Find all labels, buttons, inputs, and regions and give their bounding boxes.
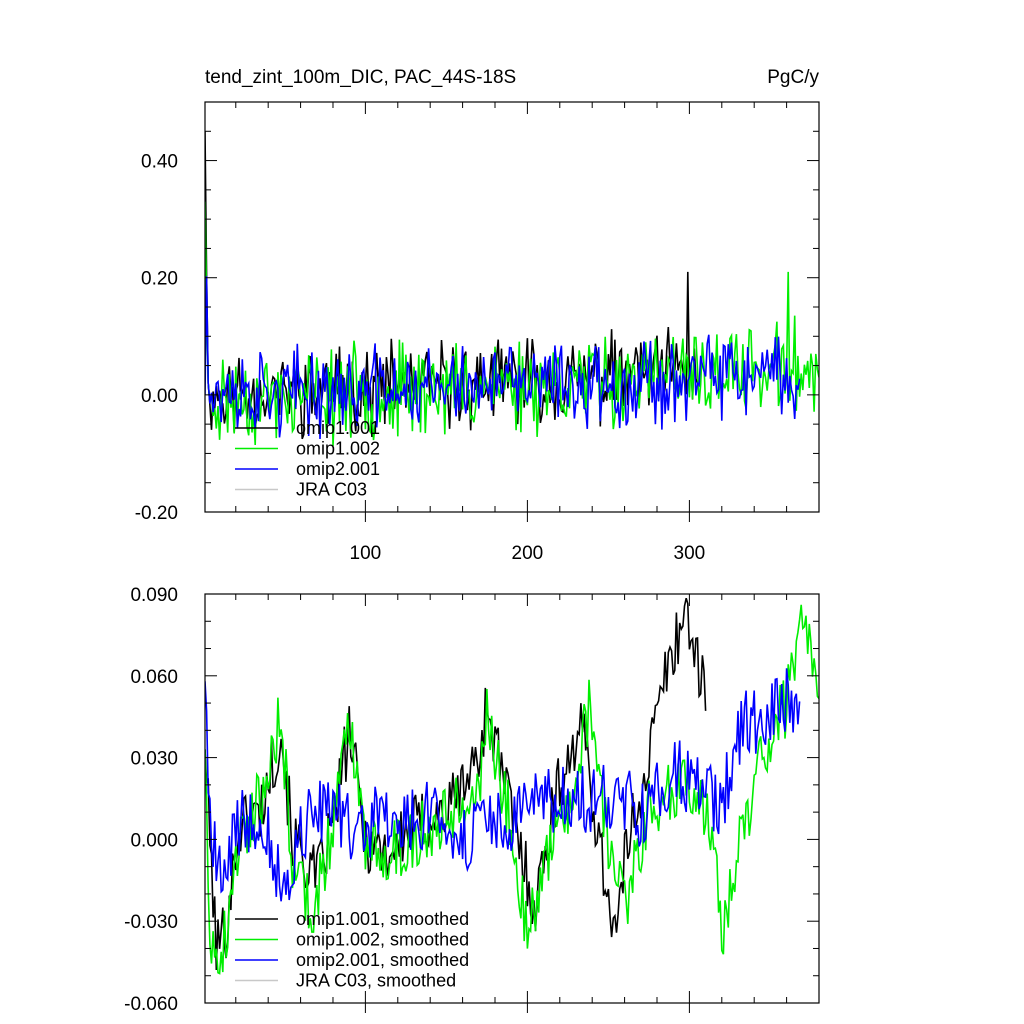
y-tick-label: 0.00: [141, 386, 178, 407]
legend-label: omip1.002, smoothed: [296, 930, 469, 950]
y-tick-label: 0.000: [130, 830, 178, 851]
legend-label: omip1.002: [296, 439, 380, 459]
y-tick-label: 0.090: [130, 585, 178, 606]
bottom-panel: -0.060 -0.030 0.000 0.030 0.060 0.090 omip1.00…: [124, 585, 820, 1015]
series-line-omip1-002: [205, 201, 819, 447]
y-tick-label: 0.060: [130, 667, 178, 688]
y-tick-label: 0.20: [141, 269, 178, 290]
y-tick-label: 0.40: [141, 152, 178, 173]
legend-label: omip1.001, smoothed: [296, 909, 469, 929]
x-tick-label: 100: [350, 543, 382, 564]
x-tick-label: 200: [512, 543, 544, 564]
y-tick-label: -0.030: [124, 912, 178, 933]
y-tick-label: -0.20: [135, 503, 178, 524]
legend-label: omip2.001: [296, 459, 380, 479]
series-line-omip2-001: [205, 276, 801, 440]
chart-title: tend_zint_100m_DIC, PAC_44S-18S: [205, 67, 516, 88]
plot-frame: [204, 593, 820, 1004]
legend-label: omip2.001, smoothed: [296, 950, 469, 970]
legend-label: JRA C03: [296, 480, 367, 500]
series-line-omip2-001-smoothed: [205, 668, 801, 902]
y-tick-label: 0.030: [130, 749, 178, 770]
top-panel: -0.20 0.00 0.20 0.40 100 200 300 tend_zint_100m…: [135, 67, 820, 564]
x-tick-label: 300: [674, 543, 706, 564]
legend-label: JRA C03, smoothed: [296, 971, 456, 991]
y-tick-label: -0.060: [124, 994, 178, 1015]
units-label: PgC/y: [767, 67, 819, 88]
legend-label: omip1.001: [296, 418, 380, 438]
